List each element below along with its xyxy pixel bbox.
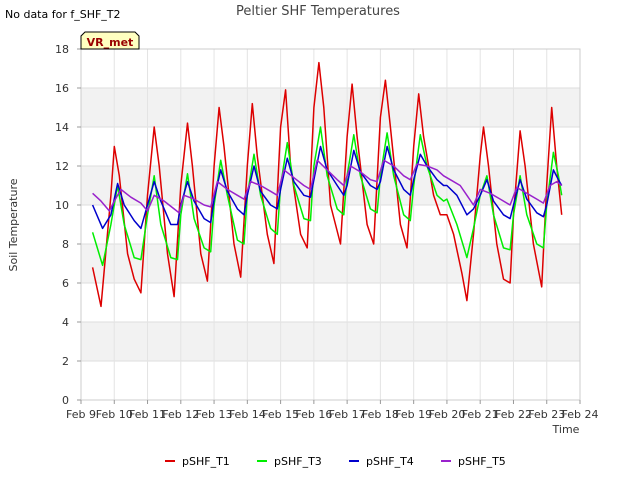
y-tick-label: 6 (62, 277, 69, 290)
vr-met-badge-label: VR_met (87, 36, 134, 49)
y-tick-label: 0 (62, 394, 69, 407)
legend-item-pSHF_T1: pSHF_T1 (165, 455, 230, 468)
y-tick-label: 2 (62, 355, 69, 368)
plot-band (81, 244, 580, 283)
legend-label: pSHF_T5 (458, 455, 506, 468)
series-layer (91, 61, 563, 308)
x-axis-label: Time (552, 423, 580, 436)
x-tick-label: Feb 17 (329, 408, 366, 421)
x-tick-label: Feb 20 (428, 408, 465, 421)
legend-label: pSHF_T4 (366, 455, 414, 468)
legend: pSHF_T1 pSHF_T3 pSHF_T4 pSHF_T5 (165, 455, 506, 468)
x-tick-label: Feb 21 (462, 408, 499, 421)
y-tick-label: 18 (55, 43, 69, 56)
y-tick-label: 10 (55, 199, 69, 212)
x-tick-label: Feb 19 (395, 408, 432, 421)
x-tick-label: Feb 18 (362, 408, 399, 421)
x-tick-label: Feb 16 (295, 408, 332, 421)
y-tick-label: 16 (55, 82, 69, 95)
series-line-pSHF_T4 (91, 145, 563, 230)
x-tick-label: Feb 9 (66, 408, 96, 421)
no-data-note: No data for f_SHF_T2 (5, 8, 121, 21)
series-line-pSHF_T1 (91, 61, 563, 308)
y-axis-ticks: 0 2 4 6 8 10 12 14 16 18 (55, 43, 81, 407)
x-tick-label: Feb 22 (495, 408, 532, 421)
y-tick-label: 12 (55, 160, 69, 173)
y-tick-label: 14 (55, 121, 69, 134)
plot-band (81, 88, 580, 127)
legend-item-pSHF_T3: pSHF_T3 (257, 455, 322, 468)
legend-label: pSHF_T1 (182, 455, 230, 468)
y-tick-label: 8 (62, 238, 69, 251)
x-tick-label: Feb 12 (162, 408, 199, 421)
x-tick-label: Feb 10 (96, 408, 133, 421)
vr-met-badge: VR_met (80, 31, 140, 50)
plot-band (81, 322, 580, 361)
series-line-pSHF_T5 (92, 159, 563, 214)
series-line-pSHF_T3 (91, 126, 563, 267)
chart-title: Peltier SHF Temperatures (236, 4, 400, 19)
legend-label: pSHF_T3 (274, 455, 322, 468)
x-tick-label: Feb 13 (196, 408, 233, 421)
y-tick-label: 4 (62, 316, 69, 329)
x-tick-label: Feb 24 (562, 408, 599, 421)
x-tick-label: Feb 15 (262, 408, 299, 421)
x-tick-label: Feb 23 (528, 408, 565, 421)
legend-item-pSHF_T5: pSHF_T5 (441, 455, 506, 468)
x-tick-label: Feb 14 (229, 408, 266, 421)
y-axis-label: Soil Temperature (7, 178, 20, 271)
plot-frame (80, 48, 581, 401)
legend-item-pSHF_T4: pSHF_T4 (349, 455, 414, 468)
x-tick-label: Feb 11 (129, 408, 166, 421)
